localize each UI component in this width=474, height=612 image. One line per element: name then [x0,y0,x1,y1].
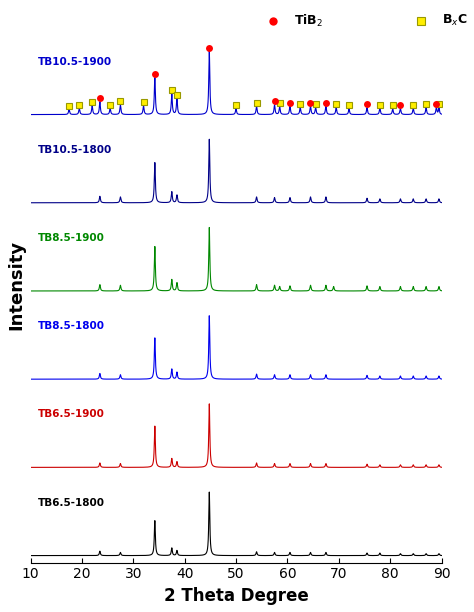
Text: TB6.5-1800: TB6.5-1800 [38,498,105,508]
Text: B$_x$C: B$_x$C [441,13,467,28]
X-axis label: 2 Theta Degree: 2 Theta Degree [164,587,309,605]
Text: TB8.5-1800: TB8.5-1800 [38,321,105,331]
Text: TB8.5-1900: TB8.5-1900 [38,233,105,243]
Text: TB10.5-1800: TB10.5-1800 [38,145,112,155]
Y-axis label: Intensity: Intensity [7,240,25,330]
Text: TB6.5-1900: TB6.5-1900 [38,409,105,419]
Text: TiB$_2$: TiB$_2$ [293,13,323,29]
Text: TB10.5-1900: TB10.5-1900 [38,57,112,67]
